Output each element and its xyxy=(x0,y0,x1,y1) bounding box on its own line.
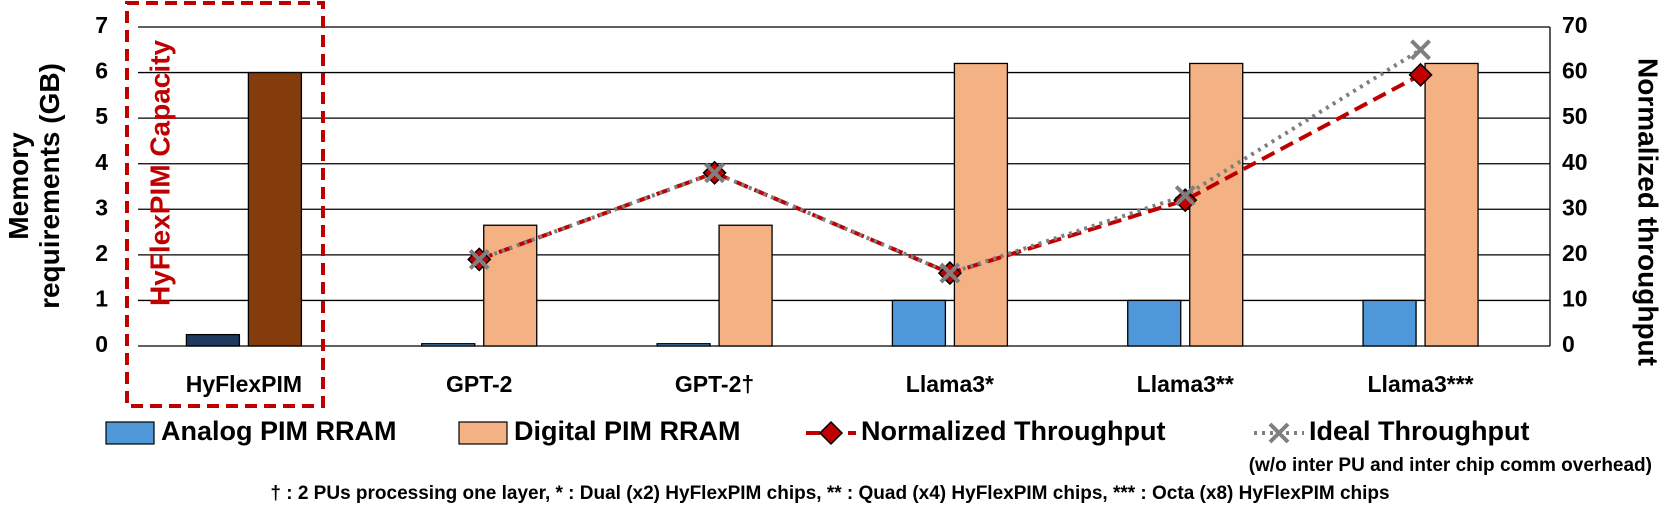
y2-tick-label: 10 xyxy=(1562,286,1588,312)
x-tick-label: Llama3*** xyxy=(1368,371,1474,397)
line xyxy=(478,48,1422,276)
legend-swatch xyxy=(458,421,508,445)
legend-marker xyxy=(818,420,844,446)
legend-marker xyxy=(1268,422,1290,444)
legend-marker-group xyxy=(1268,422,1290,444)
y-tick-label: 0 xyxy=(95,331,108,357)
bar xyxy=(953,62,1009,347)
legend-label: Normalized Throughput xyxy=(861,416,1165,446)
legend-label: Ideal Throughput xyxy=(1309,416,1529,446)
y-tick-label: 4 xyxy=(95,149,108,175)
bar xyxy=(421,343,476,347)
line-marker xyxy=(939,262,961,284)
y-tick-label: 2 xyxy=(95,240,108,266)
legend-label: Digital PIM RRAM xyxy=(514,416,741,446)
x-tick-label: HyFlexPIM xyxy=(186,371,302,397)
bar xyxy=(891,299,947,347)
x-tick-label: Llama3** xyxy=(1137,371,1234,397)
line-marker xyxy=(1408,62,1433,87)
legend-label: Analog PIM RRAM xyxy=(161,416,397,446)
capacity-box xyxy=(125,1,325,408)
y-axis-title-line: Memory xyxy=(3,132,34,240)
line xyxy=(478,73,1422,276)
y2-tick-label: 40 xyxy=(1562,149,1588,175)
legend-marker-group xyxy=(818,420,844,446)
bar xyxy=(185,333,241,347)
y-tick-label: 6 xyxy=(95,58,108,84)
bar xyxy=(247,71,303,347)
bar xyxy=(1189,62,1244,347)
line-marker xyxy=(1410,39,1431,61)
line-marker xyxy=(1173,188,1198,213)
y-tick-label: 3 xyxy=(95,194,108,220)
bar xyxy=(483,224,538,347)
y2-tick-label: 30 xyxy=(1562,194,1588,220)
bar xyxy=(656,343,711,347)
x-tick-label: Llama3* xyxy=(906,371,994,397)
y2-axis-title: Normalized throughput xyxy=(1633,58,1661,366)
capacity-label: HyFlexPIM Capacity xyxy=(144,40,175,307)
y2-tick-label: 50 xyxy=(1562,103,1588,129)
x-tick-label: GPT-2† xyxy=(675,371,754,397)
y2-tick-label: 60 xyxy=(1562,58,1588,84)
line-marker xyxy=(468,248,490,270)
y-tick-label: 5 xyxy=(95,103,108,129)
y2-tick-label: 20 xyxy=(1562,240,1588,266)
footnote: † : 2 PUs processing one layer, * : Dual… xyxy=(270,483,1389,504)
bar xyxy=(718,224,773,347)
y-axis-title: Memoryrequirements (GB) xyxy=(3,63,65,309)
line-marker xyxy=(704,162,725,184)
y-tick-label: 7 xyxy=(95,12,108,38)
bar xyxy=(1424,62,1479,347)
bar xyxy=(1127,299,1182,347)
y-tick-label: 1 xyxy=(95,286,108,312)
legend-swatch xyxy=(105,421,155,445)
line-marker xyxy=(1174,185,1196,207)
legend-note: (w/o inter PU and inter chip comm overhe… xyxy=(1249,455,1652,476)
y-axis-title-line: requirements (GB) xyxy=(34,63,65,309)
y2-tick-label: 70 xyxy=(1562,12,1588,38)
y2-tick-label: 0 xyxy=(1562,331,1575,357)
bar xyxy=(1362,299,1417,347)
x-tick-label: GPT-2 xyxy=(446,371,512,397)
